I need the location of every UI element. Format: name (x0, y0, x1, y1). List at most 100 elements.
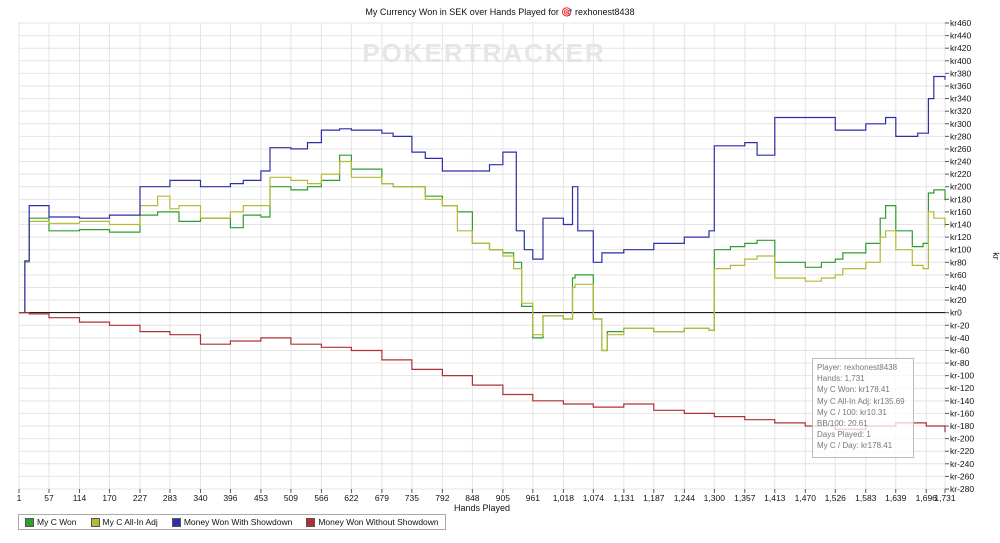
y-tick-label: kr180 (950, 194, 972, 204)
x-axis-label: Hands Played (454, 503, 510, 513)
y-tick-label: kr440 (950, 31, 972, 41)
series-line-2 (19, 160, 946, 352)
x-tick-label: 1,526 (825, 493, 847, 503)
y-axis-ticks: kr460 kr440 kr420 kr400 kr380 kr360 kr340 kr320… (945, 18, 974, 494)
x-tick-label: 848 (465, 493, 479, 503)
legend-item-with-showdown[interactable]: Money Won With Showdown (171, 517, 293, 527)
y-tick-label: kr120 (950, 232, 972, 242)
x-tick-label: 1,300 (704, 493, 726, 503)
x-tick-label: 114 (73, 493, 87, 503)
y-tick-label: kr-240 (950, 459, 974, 469)
tooltip-player: Player: rexhonest8438 (817, 363, 898, 372)
x-tick-label: 340 (193, 493, 207, 503)
x-tick-label: 227 (133, 493, 147, 503)
y-tick-label: kr140 (950, 220, 972, 230)
plot-area (18, 22, 946, 490)
x-tick-label: 566 (314, 493, 328, 503)
tooltip-allin: My C All-In Adj: kr135.69 (817, 396, 905, 406)
y-tick-label: kr-200 (950, 434, 974, 444)
y-tick-label: kr460 (950, 18, 972, 28)
tooltip-won: My C Won: kr178.41 (817, 385, 890, 395)
x-tick-label: 679 (375, 493, 389, 503)
tooltip-bb100: BB/100: 20.61 (817, 419, 868, 429)
y-tick-label: kr380 (950, 68, 972, 78)
y-tick-label: kr0 (950, 308, 962, 318)
y-tick-label: kr420 (950, 43, 972, 53)
pokertracker-watermark: POKERTRACKER (362, 38, 606, 68)
x-axis-ticks: 1 57 114 170 227 283 340 396 453 509 566 622 679 735 7… (17, 489, 956, 503)
x-tick-label: 1,244 (674, 493, 696, 503)
x-tick-label: 396 (223, 493, 237, 503)
series-line-1 (19, 154, 946, 352)
series-line-3 (19, 75, 946, 314)
x-tick-label: 735 (405, 493, 419, 503)
legend-swatch (306, 517, 316, 527)
y-tick-label: kr-280 (950, 484, 974, 494)
y-tick-label: kr260 (950, 144, 972, 154)
series-line-4 (19, 312, 946, 433)
y-tick-label: kr-220 (950, 446, 974, 456)
x-tick-label: 1,696 (916, 493, 938, 503)
y-tick-label: kr220 (950, 169, 972, 179)
x-tick-label: 1,583 (855, 493, 877, 503)
stats-tooltip: Player: rexhonest8438 Hands: 1,731 My C … (812, 358, 914, 458)
y-tick-label: kr100 (950, 245, 972, 255)
legend-swatch (90, 517, 100, 527)
y-tick-label: kr240 (950, 157, 972, 167)
x-tick-label: 170 (102, 493, 116, 503)
y-tick-label: kr360 (950, 81, 972, 91)
legend-label: My C Won (37, 517, 77, 527)
x-tick-label: 905 (496, 493, 510, 503)
x-tick-label: 1,731 (934, 493, 956, 503)
legend-item-without-showdown[interactable]: Money Won Without Showdown (306, 517, 439, 527)
x-tick-label: 1,018 (553, 493, 575, 503)
y-tick-label: kr-20 (950, 320, 970, 330)
legend: My C Won My C All-In Adj Money Won With … (18, 514, 446, 530)
legend-swatch (25, 517, 34, 527)
y-tick-label: kr200 (950, 182, 972, 192)
legend-label: My C All-In Adj (102, 517, 158, 527)
tooltip-perday: My C / Day: kr178.41 (817, 441, 893, 451)
y-tick-label: kr-100 (950, 371, 974, 381)
x-tick-label: 1,074 (583, 493, 605, 503)
y-tick-label: kr80 (950, 257, 967, 267)
x-tick-label: 1,639 (885, 493, 907, 503)
y-tick-label: kr-140 (950, 396, 974, 406)
tooltip-hands: Hands: 1,731 (817, 374, 865, 384)
x-tick-label: 283 (163, 493, 177, 503)
y-tick-label: kr-120 (950, 383, 974, 393)
y-axis-label: kr (991, 252, 1000, 260)
x-tick-label: 1,357 (734, 493, 756, 503)
x-tick-label: 622 (344, 493, 358, 503)
y-tick-label: kr-40 (950, 333, 970, 343)
y-tick-label: kr320 (950, 106, 972, 116)
y-tick-label: kr400 (950, 56, 972, 66)
y-tick-label: kr20 (950, 295, 967, 305)
y-tick-label: kr340 (950, 94, 972, 104)
x-tick-label: 961 (526, 493, 540, 503)
legend-item-all-in-adj[interactable]: My C All-In Adj (90, 517, 158, 527)
x-tick-label: 57 (44, 493, 54, 503)
y-tick-label: kr280 (950, 131, 972, 141)
legend-swatch (171, 517, 181, 527)
y-tick-label: kr-160 (950, 408, 974, 418)
legend-label: Money Won With Showdown (183, 517, 293, 527)
grid-lines (18, 22, 946, 490)
chart-title: My Currency Won in SEK over Hands Played… (365, 7, 634, 17)
x-tick-label: 1,413 (764, 493, 786, 503)
y-tick-label: kr40 (950, 282, 967, 292)
y-tick-label: kr60 (950, 270, 967, 280)
x-tick-label: 792 (435, 493, 449, 503)
y-tick-label: kr300 (950, 119, 972, 129)
y-tick-label: kr-60 (950, 345, 970, 355)
y-tick-label: kr-260 (950, 471, 974, 481)
tooltip-per100: My C / 100: kr10.31 (817, 407, 887, 417)
x-tick-label: 1,131 (613, 493, 635, 503)
legend-label: Money Won Without Showdown (318, 517, 439, 527)
legend-item-my-c-won[interactable]: My C Won (25, 517, 77, 527)
series-lines (19, 75, 946, 433)
x-tick-label: 453 (254, 493, 268, 503)
x-tick-label: 509 (284, 493, 298, 503)
x-tick-label: 1 (17, 493, 22, 503)
